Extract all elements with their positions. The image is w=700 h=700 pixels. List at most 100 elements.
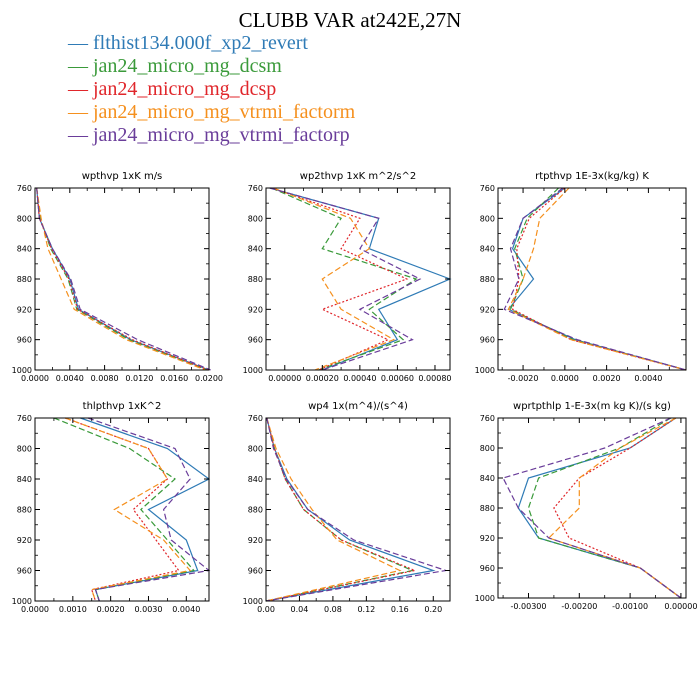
panel-title: wprtpthlp 1-E-3x(m kg K)/(s kg) bbox=[513, 401, 671, 412]
y-tick-label: 760 bbox=[248, 184, 263, 193]
y-tick-label: 840 bbox=[248, 475, 263, 484]
y-tick-label: 760 bbox=[17, 184, 32, 193]
x-tick-label: 0.0020 bbox=[97, 605, 125, 614]
x-tick-label: 0.0000 bbox=[21, 374, 49, 383]
y-tick-label: 880 bbox=[248, 506, 263, 515]
y-tick-label: 960 bbox=[480, 336, 495, 345]
legend-item-dcsp: — jan24_micro_mg_dcsp bbox=[68, 78, 355, 101]
x-tick-label: 0.08 bbox=[324, 605, 342, 614]
y-tick-label: 1000 bbox=[12, 366, 32, 375]
series-line-4 bbox=[36, 187, 206, 371]
legend-item-xp2-revert: — flthist134.000f_xp2_revert bbox=[68, 32, 355, 55]
panel-title: rtpthvp 1E-3x(kg/kg) K bbox=[535, 171, 649, 182]
chart-panel-6: wprtpthlp 1-E-3x(m kg K)/(s kg) 760 800 840… bbox=[475, 401, 698, 611]
x-tick-label: 0.0010 bbox=[59, 605, 87, 614]
y-tick-label: 920 bbox=[248, 536, 263, 545]
x-tick-label: 0.0080 bbox=[91, 374, 119, 383]
series-line-3 bbox=[265, 417, 417, 602]
series-line-5 bbox=[269, 187, 422, 371]
chart-panel-2: wp2thvp 1xK m^2/s^2 760 800 840 880 920 960 100… bbox=[243, 171, 452, 383]
x-tick-label: 0.0120 bbox=[125, 374, 153, 383]
x-tick-label: 0.0160 bbox=[160, 374, 188, 383]
x-tick-label: 0.12 bbox=[357, 605, 375, 614]
y-tick-label: 800 bbox=[480, 214, 495, 223]
panel-title: wp2thvp 1xK m^2/s^2 bbox=[300, 171, 416, 182]
series-line-2 bbox=[36, 187, 208, 371]
series-line-2 bbox=[271, 187, 418, 371]
chart-panel-5: wp4 1x(m^4)/(s^4)76080084088092096010000… bbox=[243, 401, 451, 614]
y-tick-label: 1000 bbox=[475, 594, 495, 603]
chart-panel-1: wpthvp 1xK m/s76080084088092096010000.00… bbox=[12, 171, 223, 383]
x-tick-label: 0.00000 bbox=[664, 602, 697, 611]
legend-item-vtrmi-factorp: — jan24_micro_mg_vtrmi_factorp bbox=[68, 124, 355, 147]
y-tick-label: 840 bbox=[17, 475, 32, 484]
x-tick-label: 0.0200 bbox=[195, 374, 223, 383]
legend-marker: — bbox=[68, 32, 93, 54]
legend-marker: — bbox=[68, 101, 93, 123]
panel-title: wp4 1x(m^4)/(s^4) bbox=[308, 401, 408, 412]
x-tick-label: 0.16 bbox=[391, 605, 409, 614]
legend: — flthist134.000f_xp2_revert — jan24_mic… bbox=[68, 32, 355, 147]
series-line-4 bbox=[65, 417, 192, 602]
y-tick-label: 760 bbox=[480, 184, 495, 193]
y-tick-label: 840 bbox=[480, 245, 495, 254]
series-line-4 bbox=[265, 417, 402, 602]
y-tick-label: 960 bbox=[248, 567, 263, 576]
y-tick-label: 1000 bbox=[475, 366, 495, 375]
series-line-3 bbox=[271, 187, 409, 371]
y-tick-label: 880 bbox=[17, 506, 32, 515]
x-tick-label: 0.0040 bbox=[172, 605, 200, 614]
panel-frame bbox=[265, 187, 451, 371]
legend-marker: — bbox=[68, 124, 93, 146]
y-tick-label: 920 bbox=[17, 305, 32, 314]
series-line-2 bbox=[527, 417, 682, 599]
x-tick-label: 0.0000 bbox=[21, 605, 49, 614]
y-tick-label: 760 bbox=[248, 414, 263, 423]
legend-marker: — bbox=[68, 78, 93, 100]
y-tick-label: 840 bbox=[17, 245, 32, 254]
series-line-4 bbox=[507, 187, 687, 371]
series-line-1 bbox=[269, 187, 452, 371]
y-tick-label: 800 bbox=[17, 445, 32, 454]
x-tick-label: 0.00040 bbox=[343, 374, 376, 383]
chart-panel-4: thlpthvp 1xK^276080084088092096010000.00… bbox=[12, 401, 211, 614]
y-tick-label: 960 bbox=[17, 336, 32, 345]
series-line-2 bbox=[509, 187, 687, 371]
chart-panel-3: rtpthvp 1E-3x(kg/kg) K 760 800 840 880 920 960… bbox=[475, 171, 687, 383]
x-tick-label: 0.00020 bbox=[306, 374, 339, 383]
legend-label: jan24_micro_mg_dcsp bbox=[93, 78, 277, 100]
series-line-3 bbox=[36, 187, 209, 371]
legend-label: flthist134.000f_xp2_revert bbox=[93, 32, 308, 54]
x-tick-label: -0.00100 bbox=[612, 602, 648, 611]
y-tick-label: 800 bbox=[248, 445, 263, 454]
x-tick-label: 0.0030 bbox=[134, 605, 162, 614]
series-line-1 bbox=[517, 417, 682, 599]
x-tick-label: 0.00000 bbox=[268, 374, 301, 383]
legend-label: jan24_micro_mg_vtrmi_factorp bbox=[93, 124, 350, 146]
x-tick-label: 0.00080 bbox=[418, 374, 451, 383]
x-tick-label: 0.00 bbox=[257, 605, 275, 614]
y-tick-label: 920 bbox=[248, 305, 263, 314]
panel-title: thlpthvp 1xK^2 bbox=[83, 401, 162, 412]
y-tick-label: 920 bbox=[17, 536, 32, 545]
x-tick-label: -0.00300 bbox=[511, 602, 547, 611]
series-line-1 bbox=[507, 187, 687, 371]
legend-label: jan24_micro_mg_vtrmi_factorm bbox=[93, 101, 356, 123]
y-tick-label: 800 bbox=[248, 214, 263, 223]
y-tick-label: 960 bbox=[480, 564, 495, 573]
x-tick-label: 0.04 bbox=[291, 605, 309, 614]
y-tick-label: 800 bbox=[480, 444, 495, 453]
y-tick-label: 880 bbox=[480, 504, 495, 513]
panel-frame bbox=[265, 417, 451, 602]
series-line-5 bbox=[503, 187, 687, 371]
legend-label: jan24_micro_mg_dcsm bbox=[93, 55, 282, 77]
y-tick-label: 760 bbox=[17, 414, 32, 423]
series-line-1 bbox=[36, 187, 210, 371]
legend-item-dcsm: — jan24_micro_mg_dcsm bbox=[68, 55, 355, 78]
x-tick-label: -0.0020 bbox=[508, 374, 539, 383]
y-tick-label: 960 bbox=[248, 336, 263, 345]
x-tick-label: 0.20 bbox=[424, 605, 442, 614]
legend-marker: — bbox=[68, 55, 93, 77]
y-tick-label: 1000 bbox=[12, 597, 32, 606]
